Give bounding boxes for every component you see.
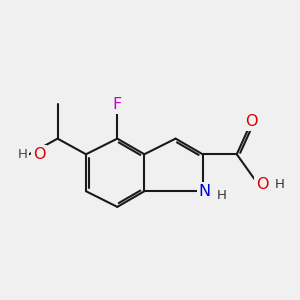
Text: H: H: [18, 148, 28, 161]
Text: O: O: [245, 114, 257, 129]
Text: H: H: [274, 178, 284, 190]
Text: N: N: [199, 184, 211, 199]
Text: O: O: [33, 147, 45, 162]
Text: O: O: [256, 177, 268, 192]
Text: F: F: [113, 97, 122, 112]
Text: H: H: [217, 189, 227, 202]
